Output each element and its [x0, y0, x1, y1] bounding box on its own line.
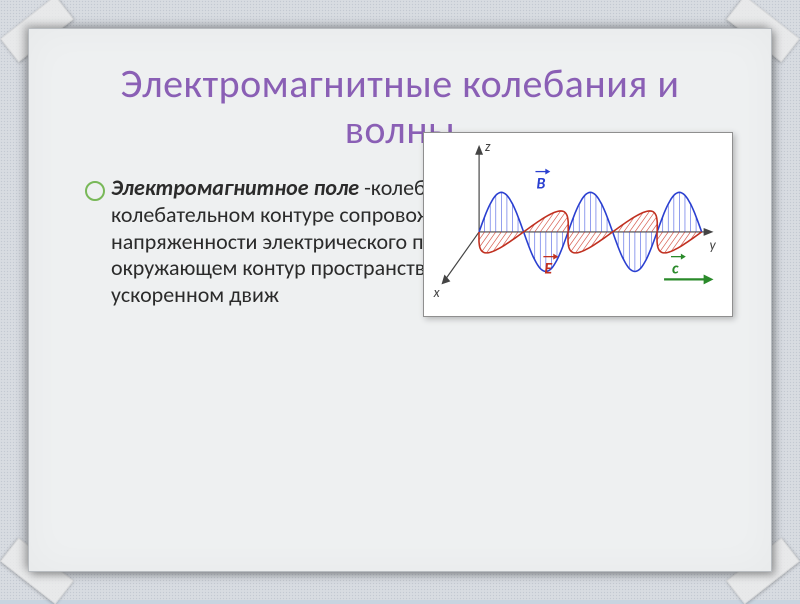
svg-text:B: B	[536, 175, 545, 194]
slide-body: Электромагнитное поле -колебания заряда …	[85, 175, 715, 309]
slide-card: Электромагнитные колебания и волны Элект…	[28, 28, 772, 572]
svg-text:c: c	[672, 260, 679, 279]
em-wave-svg: z y x B Ec	[424, 133, 732, 316]
term-emphasis: Электромагнитное поле	[111, 174, 359, 201]
circle-bullet-icon	[85, 181, 105, 201]
svg-text:E: E	[544, 260, 552, 279]
svg-text:y: y	[710, 237, 717, 254]
svg-text:x: x	[433, 284, 441, 301]
em-wave-figure: z y x B Ec	[423, 132, 733, 317]
svg-text:z: z	[485, 138, 491, 155]
body-text-2: ускоренном движ	[111, 281, 279, 308]
